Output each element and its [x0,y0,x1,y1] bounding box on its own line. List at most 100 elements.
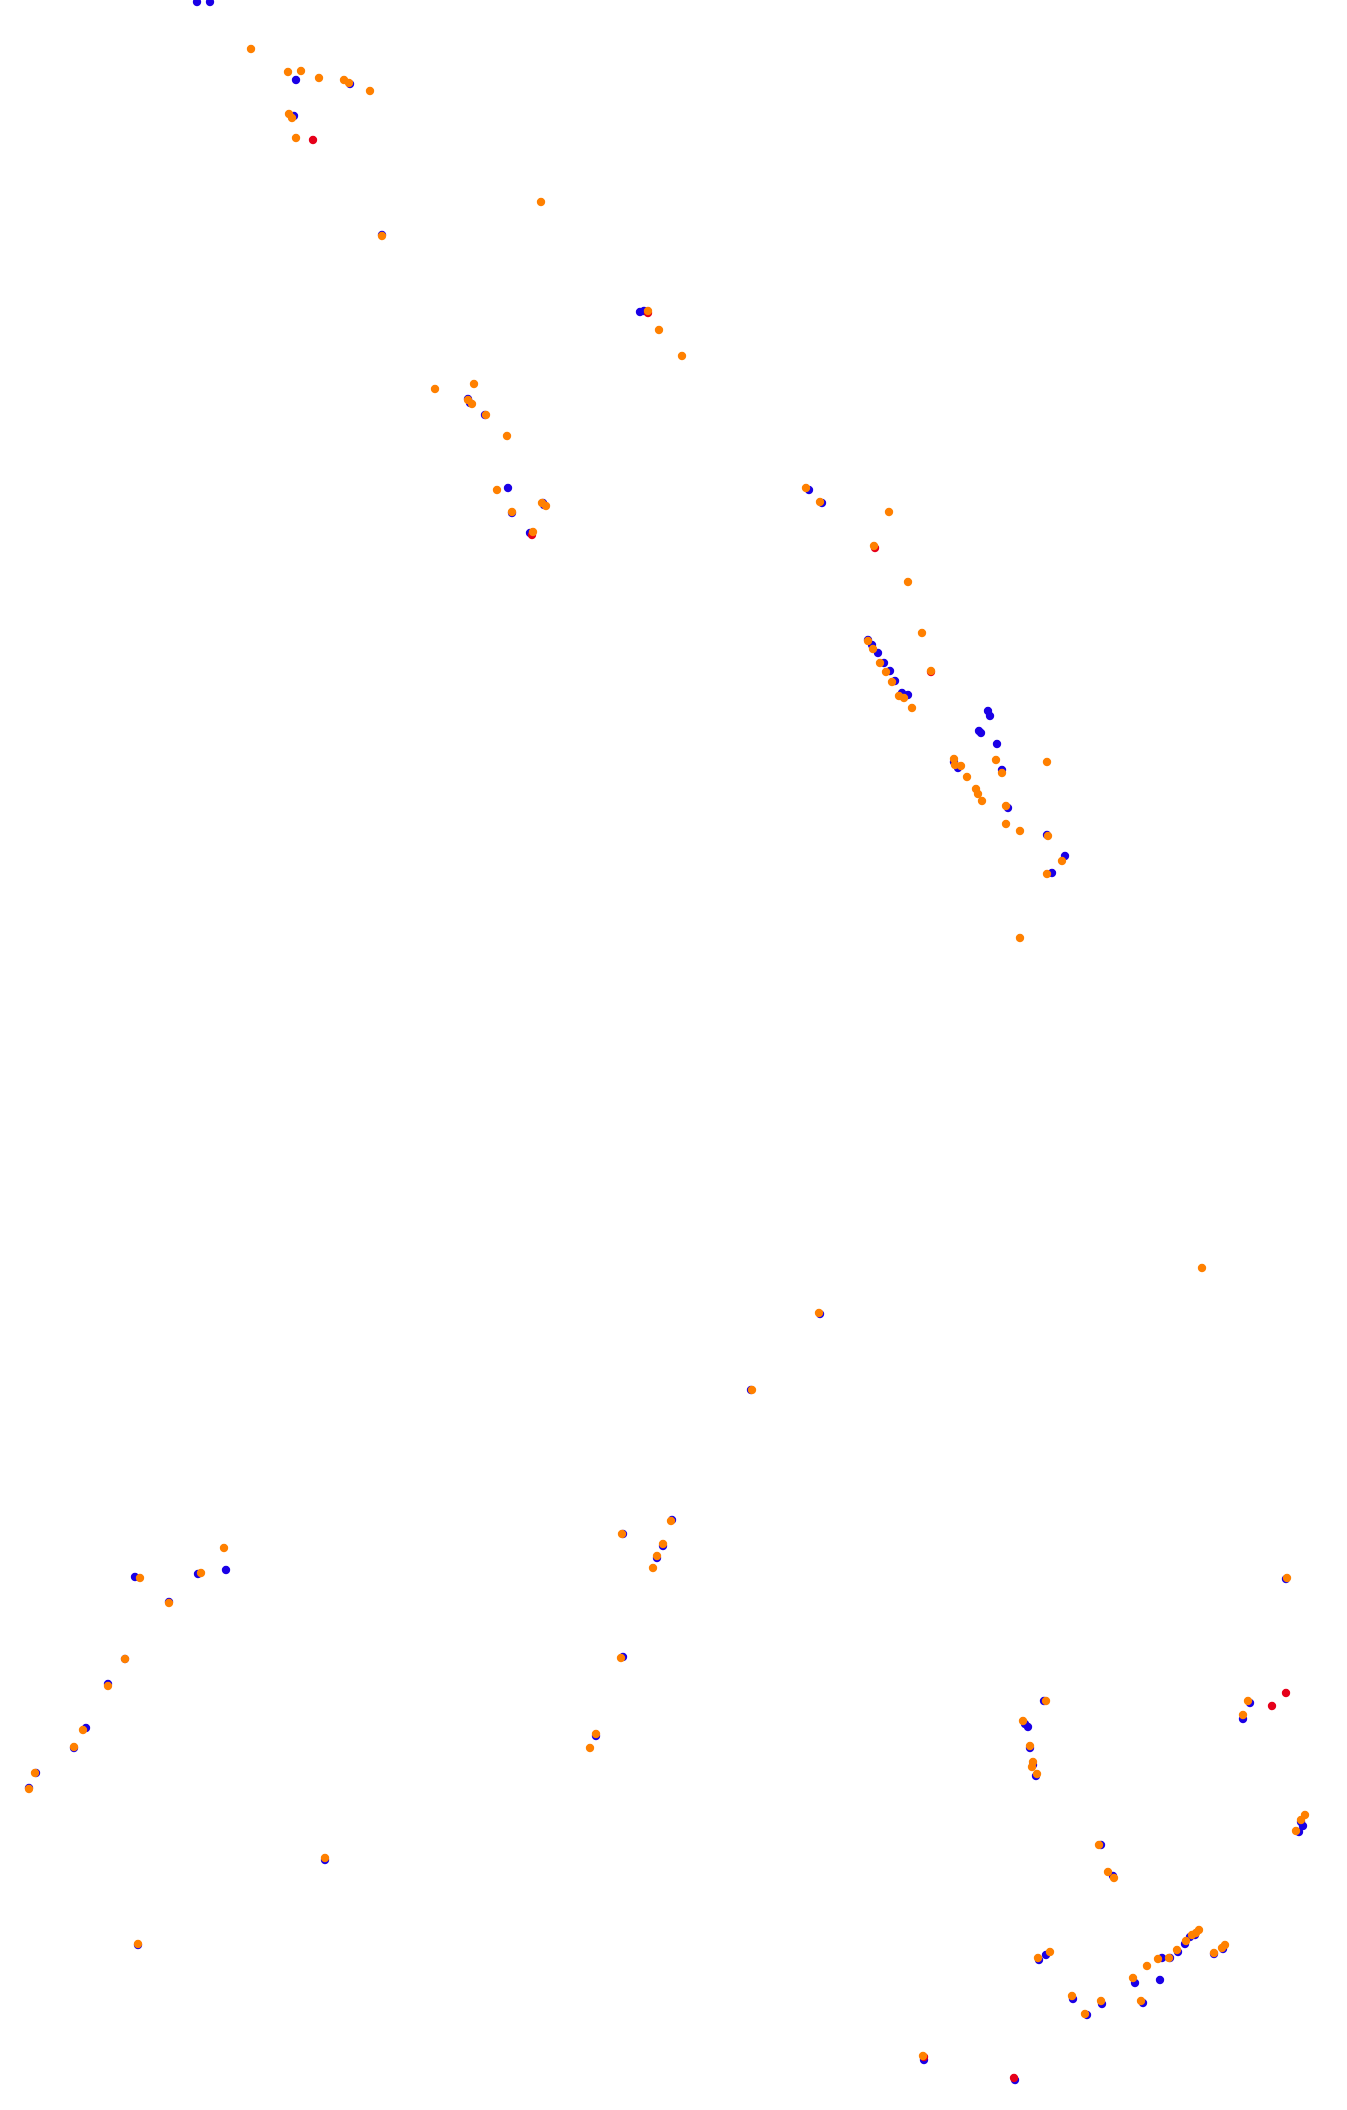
point-s2-63 [658,1539,668,1549]
point-s2-102 [1128,1973,1138,1983]
point-s2-53 [1042,757,1052,767]
point-s2-73 [135,1573,145,1583]
point-s2-48 [1015,826,1025,836]
point-s2-59 [814,1308,824,1318]
point-s2-100 [1096,1996,1106,2006]
point-s2-15 [430,384,440,394]
point-s2-50 [1057,856,1067,866]
series-2 [24,44,1310,2061]
point-s2-35 [881,667,891,677]
point-s2-51 [1042,869,1052,879]
point-s0-42 [221,1565,231,1575]
point-s2-70 [219,1543,229,1553]
point-s2-10 [377,231,387,241]
point-s2-55 [997,768,1007,778]
point-s2-72 [164,1598,174,1608]
point-s2-47 [1001,819,1011,829]
point-s2-28 [884,507,894,517]
point-s2-96 [1033,1953,1043,1963]
point-s2-8 [287,113,297,123]
point-s2-45 [973,789,983,799]
point-s2-74 [120,1654,130,1664]
point-s2-105 [1164,1953,1174,1963]
point-s2-38 [907,703,917,713]
point-s2-92 [1291,1826,1301,1836]
point-s2-39 [899,693,909,703]
point-s2-103 [1142,1961,1152,1971]
point-s0-9 [503,483,513,493]
point-s2-60 [747,1385,757,1395]
point-s2-5 [344,78,354,88]
point-s2-43 [962,772,972,782]
point-s2-11 [536,197,546,207]
point-s1-6 [1009,2073,1019,2083]
point-s0-0 [192,0,202,7]
point-s0-29 [976,728,986,738]
point-s2-93 [1094,1840,1104,1850]
point-s2-54 [1001,801,1011,811]
point-s2-31 [917,628,927,638]
point-s2-75 [103,1681,113,1691]
point-s2-98 [1067,1991,1077,2001]
point-s2-95 [1109,1873,1119,1883]
point-s2-0 [246,44,256,54]
point-s0-1 [205,0,215,7]
point-s2-66 [617,1529,627,1539]
point-s2-49 [1043,831,1053,841]
point-s2-27 [815,497,825,507]
point-s2-87 [1027,1762,1037,1772]
point-s2-65 [648,1563,658,1573]
point-s2-19 [481,410,491,420]
point-s2-57 [991,755,1001,765]
point-s2-69 [585,1743,595,1753]
point-s2-36 [887,677,897,687]
point-s2-46 [977,796,987,806]
point-s2-77 [69,1742,79,1752]
point-s2-33 [868,644,878,654]
point-s2-29 [869,541,879,551]
point-s2-99 [1080,2009,1090,2019]
point-s2-110 [1194,1925,1204,1935]
point-s0-79 [1155,1975,1165,1985]
point-s0-60 [1023,1722,1033,1732]
point-s2-81 [133,1939,143,1949]
point-s2-3 [314,73,324,83]
point-s2-88 [1238,1710,1248,1720]
point-s2-6 [365,86,375,96]
point-s2-14 [677,351,687,361]
point-s2-91 [1300,1810,1310,1820]
point-s2-58 [1197,1263,1207,1273]
point-s2-25 [528,527,538,537]
point-s2-61 [1282,1573,1292,1583]
point-s2-76 [78,1725,88,1735]
point-s2-9 [291,133,301,143]
point-s2-22 [507,507,517,517]
point-s2-107 [1181,1936,1191,1946]
point-s2-111 [1209,1948,1219,1958]
point-s2-71 [196,1568,206,1578]
point-s2-101 [1136,1996,1146,2006]
point-s2-21 [492,485,502,495]
point-s2-79 [24,1784,34,1794]
point-s1-8 [1281,1688,1291,1698]
point-s2-18 [467,399,477,409]
point-s2-24 [541,501,551,511]
point-s2-104 [1153,1954,1163,1964]
point-s2-68 [591,1729,601,1739]
point-s2-62 [666,1516,676,1526]
point-s2-34 [875,658,885,668]
point-s2-32 [863,636,873,646]
point-s2-20 [502,431,512,441]
point-s2-106 [1172,1945,1182,1955]
point-s2-83 [1018,1716,1028,1726]
point-s2-113 [1220,1940,1230,1950]
point-s2-56 [950,760,960,770]
point-s2-67 [616,1653,626,1663]
point-s2-84 [1025,1741,1035,1751]
point-s2-97 [1045,1947,1055,1957]
point-s0-2 [291,75,301,85]
point-s2-78 [30,1768,40,1778]
point-s0-32 [992,739,1002,749]
